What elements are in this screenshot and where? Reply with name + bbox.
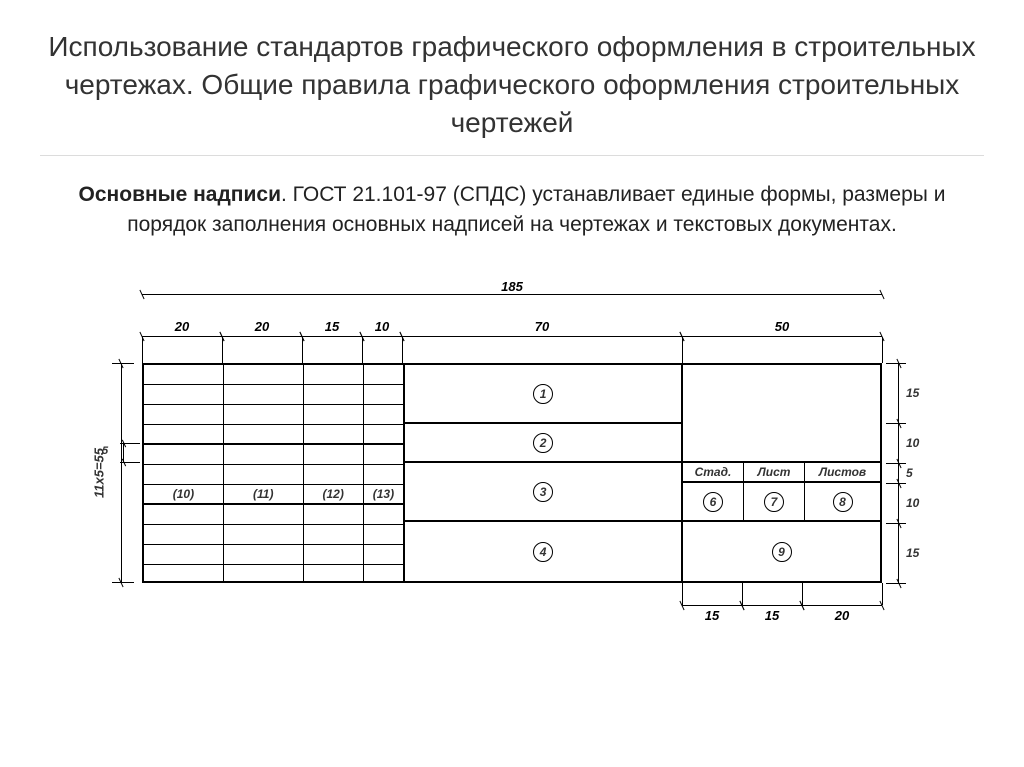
dim-top-seg: 20 — [142, 319, 222, 337]
dim-bottom-seg: 15 — [742, 605, 802, 625]
header-stad: Стад. — [683, 463, 744, 481]
col-f: Стад. Лист Листов 6 7 8 9 — [683, 365, 880, 581]
field-2: 2 — [533, 433, 553, 453]
dim-right-value: 15 — [906, 386, 919, 400]
field-4: 4 — [533, 542, 553, 562]
field-9: 9 — [772, 542, 792, 562]
col-c: (12) — [304, 365, 364, 581]
dim-right-value: 15 — [906, 546, 919, 560]
header-list: Лист — [744, 463, 805, 481]
dim-top-seg: 70 — [402, 319, 682, 337]
col-b: (11) — [224, 365, 304, 581]
col-d: (13) — [364, 365, 405, 581]
dim-right-value: 10 — [906, 436, 919, 450]
extension-lines — [142, 337, 922, 363]
field-1: 1 — [533, 384, 553, 404]
cell-11: (11) — [224, 485, 303, 505]
dim-row-height-value: 5 — [102, 445, 108, 457]
dim-right-vertical: 15 10 5 10 15 — [886, 363, 930, 583]
cell-10: (10) — [144, 485, 223, 505]
dim-left-vertical: 11x5=55 — [80, 363, 134, 583]
dim-overall-value: 185 — [142, 279, 882, 294]
cell-12: (12) — [304, 485, 363, 505]
title-block-drawing: 185 202015107050 11x5=55 5 — [102, 279, 922, 625]
col-a: (10) — [144, 365, 224, 581]
ext-bottom — [142, 583, 922, 605]
subtitle: Основные надписи. ГОСТ 21.101-97 (СПДС) … — [62, 180, 962, 239]
dim-overall: 185 — [142, 279, 882, 295]
page-title: Использование стандартов графического оф… — [40, 28, 984, 141]
dim-top-seg: 10 — [362, 319, 402, 337]
cell-13: (13) — [364, 485, 403, 505]
dim-right-value: 10 — [906, 496, 919, 510]
divider — [40, 155, 984, 156]
col-e: 1 2 3 4 — [405, 365, 683, 581]
field-7: 7 — [764, 492, 784, 512]
dim-top-seg: 20 — [222, 319, 302, 337]
dim-bottom-row: 151520 — [682, 605, 882, 625]
dim-top-row: 202015107050 — [142, 319, 922, 337]
dim-row-height: 5 — [110, 443, 140, 463]
subtitle-bold: Основные надписи — [79, 183, 281, 206]
header-listov: Листов — [805, 463, 880, 481]
dim-right-value: 5 — [906, 466, 913, 480]
dim-bottom-seg: 20 — [802, 605, 882, 625]
field-6: 6 — [703, 492, 723, 512]
dim-top-seg: 50 — [682, 319, 882, 337]
field-8: 8 — [833, 492, 853, 512]
field-3: 3 — [533, 482, 553, 502]
dim-bottom-seg: 15 — [682, 605, 742, 625]
title-block-frame: (10) (11) (12) (13) — [142, 363, 882, 583]
dim-top-seg: 15 — [302, 319, 362, 337]
